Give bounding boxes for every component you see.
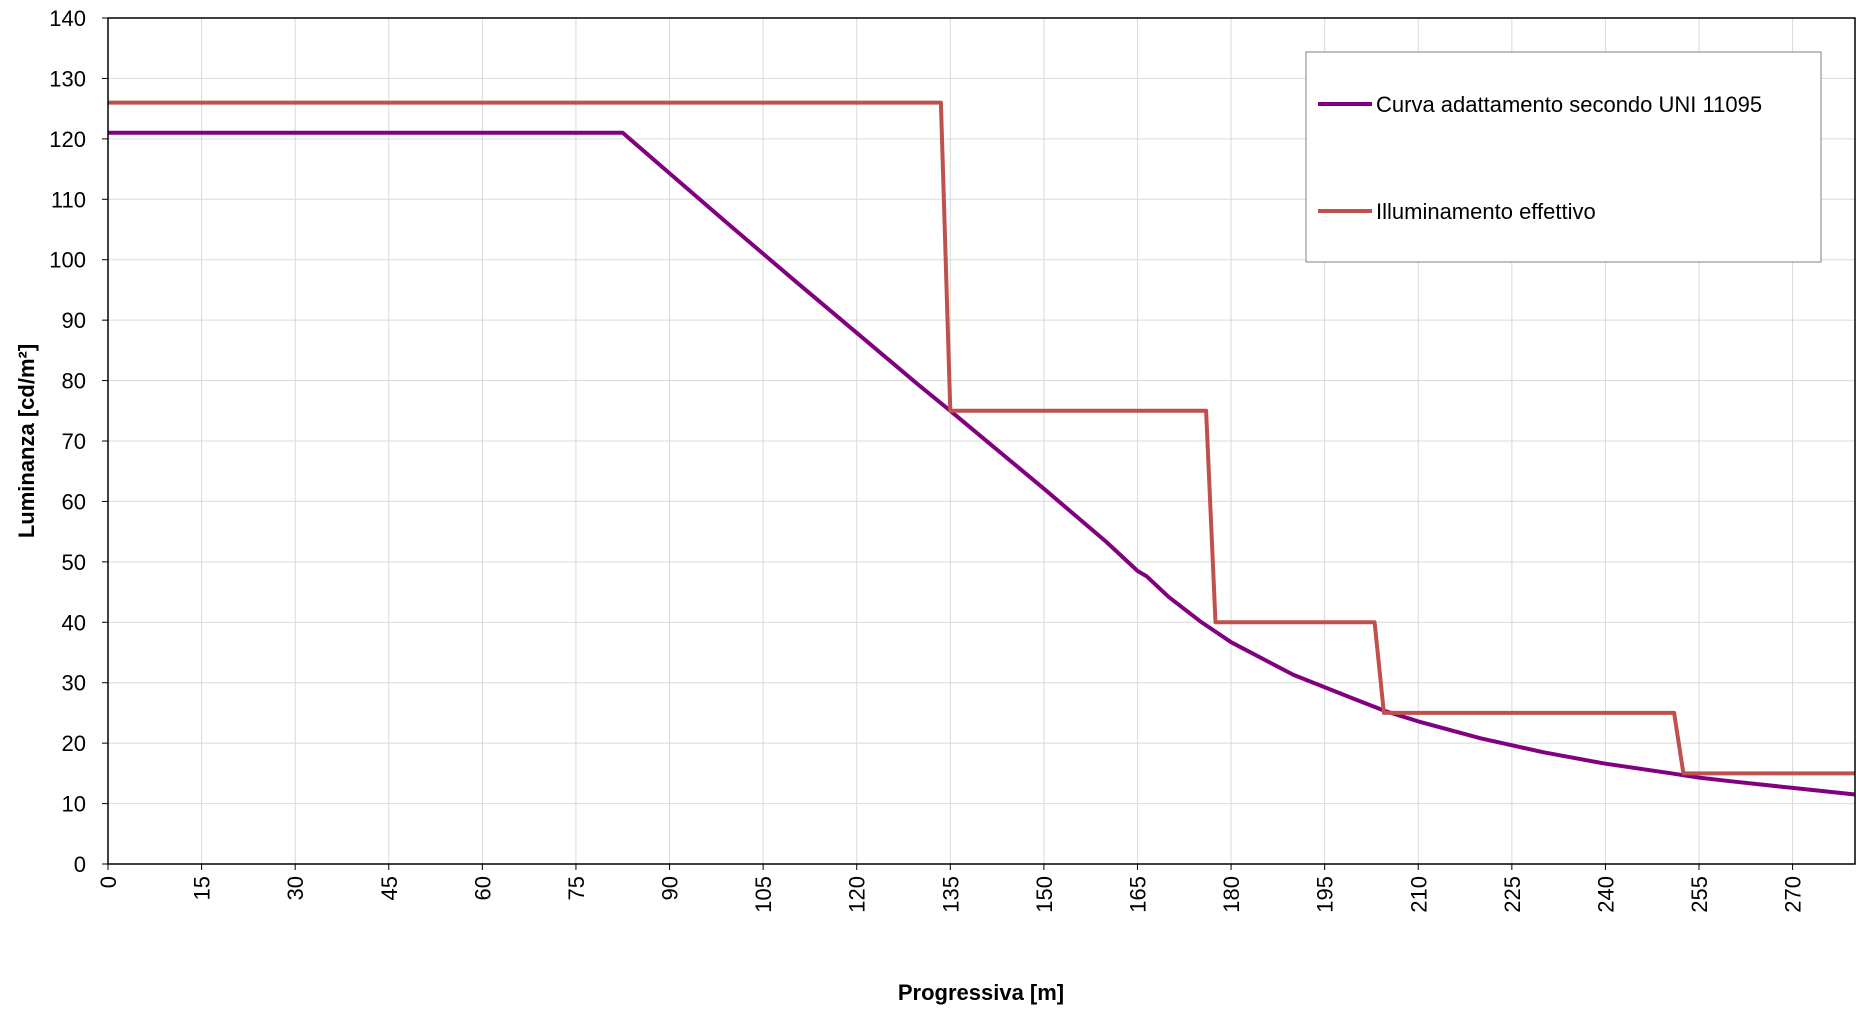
y-tick-label: 90 (62, 308, 86, 333)
y-tick-label: 130 (49, 66, 86, 91)
x-tick-label: 75 (564, 876, 589, 900)
x-axis-title: Progressiva [m] (898, 980, 1064, 1005)
x-tick-label: 240 (1593, 876, 1618, 913)
x-tick-label: 45 (377, 876, 402, 900)
y-tick-label: 30 (62, 671, 86, 696)
y-tick-label: 120 (49, 127, 86, 152)
y-axis-title: Luminanza [cd/m²] (14, 344, 39, 538)
x-tick-label: 165 (1125, 876, 1150, 913)
y-tick-label: 20 (62, 731, 86, 756)
series-line-0 (108, 130, 1856, 797)
series-line-1 (108, 100, 1855, 776)
y-tick-label: 70 (62, 429, 86, 454)
series-layer (108, 100, 1856, 797)
axis-ticks: 0 10 20 30 40 50 60 70 80 90 100 110 120 130 140 0 15 30 4… (49, 6, 1805, 913)
x-tick-label: 15 (190, 876, 215, 900)
y-tick-label: 140 (49, 6, 86, 31)
x-tick-label: 105 (751, 876, 776, 913)
x-tick-label: 255 (1687, 876, 1712, 913)
x-tick-label: 180 (1219, 876, 1244, 913)
x-tick-label: 135 (938, 876, 963, 913)
legend-box (1305, 51, 1822, 263)
y-tick-label: 60 (62, 489, 86, 514)
y-tick-label: 10 (62, 792, 86, 817)
x-tick-label: 150 (1032, 876, 1057, 913)
x-tick-label: 195 (1313, 876, 1338, 913)
y-tick-label: 40 (62, 610, 86, 635)
y-tick-label: 100 (49, 248, 86, 273)
legend-label-illuminamento: Illuminamento effettivo (1376, 199, 1596, 224)
x-tick-label: 225 (1500, 876, 1525, 913)
legend-label-curva: Curva adattamento secondo UNI 11095 (1376, 92, 1762, 117)
y-tick-label: 0 (74, 852, 86, 877)
x-tick-label: 30 (283, 876, 308, 900)
x-tick-label: 210 (1406, 876, 1431, 913)
y-tick-label: 80 (62, 369, 86, 394)
x-tick-label: 270 (1781, 876, 1806, 913)
y-tick-label: 110 (51, 187, 86, 212)
x-tick-label: 120 (845, 876, 870, 913)
x-tick-label: 60 (470, 876, 495, 900)
x-tick-label: 0 (96, 876, 121, 888)
x-tick-label: 90 (658, 876, 683, 900)
legend: Curva adattamento secondo UNI 11095 Illu… (1305, 51, 1822, 263)
y-tick-label: 50 (62, 550, 86, 575)
